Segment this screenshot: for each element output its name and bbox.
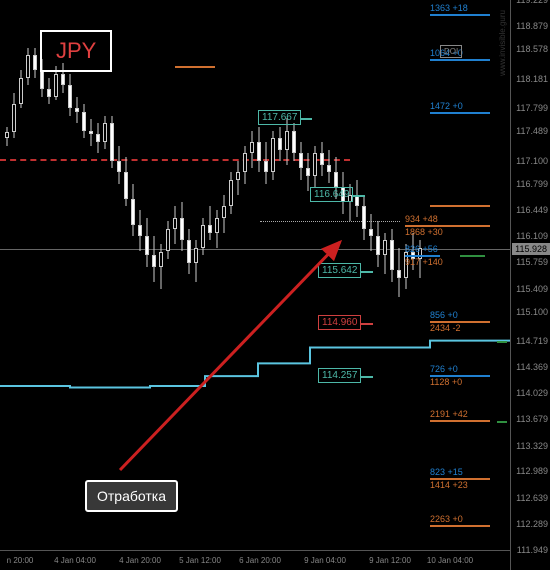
y-tick: 116.109 — [516, 231, 548, 241]
x-tick: 5 Jan 12:00 — [179, 556, 221, 565]
level-line — [430, 14, 490, 16]
level-line — [430, 205, 490, 207]
y-tick: 119.229 — [516, 0, 548, 5]
level-line — [430, 525, 490, 527]
annotation: Отработка — [85, 480, 178, 512]
level-label: 2434 -2 — [430, 323, 461, 333]
level-label: 1472 +0 — [430, 101, 463, 111]
y-tick: 116.799 — [516, 179, 548, 189]
level-label: 826 +56 — [405, 244, 438, 254]
y-tick: 114.029 — [516, 388, 548, 398]
level-label: 726 +0 — [430, 364, 458, 374]
level-line — [430, 420, 490, 422]
marker-line — [353, 195, 365, 197]
x-tick: 4 Jan 20:00 — [119, 556, 161, 565]
plot-area[interactable]: 117.667 116.649 115.642 114.960 114.257 1363 … — [0, 0, 510, 550]
y-tick: 115.409 — [516, 284, 548, 294]
level-line — [430, 112, 490, 114]
current-price: 115.928 — [512, 243, 550, 255]
price-label: 115.642 — [318, 263, 361, 278]
y-tick: 112.989 — [516, 466, 548, 476]
level-label: 1363 +18 — [430, 3, 468, 13]
x-tick: 9 Jan 12:00 — [369, 556, 411, 565]
price-label: 114.960 — [318, 315, 361, 330]
y-tick: 118.578 — [516, 44, 548, 54]
level-label: 1414 +23 — [430, 480, 468, 490]
level-label: 917 +140 — [405, 257, 443, 267]
y-tick: 118.879 — [516, 21, 548, 31]
level-label: 1868 +30 — [405, 227, 443, 237]
price-label: 114.257 — [318, 368, 361, 383]
level-line — [430, 59, 490, 61]
y-tick: 116.449 — [516, 205, 548, 215]
level-label: 2191 +42 — [430, 409, 468, 419]
level-label: 934 +48 — [405, 214, 438, 224]
marker-line — [460, 255, 485, 257]
y-tick: 118.181 — [516, 74, 548, 84]
y-axis: 119.229 118.879 118.578 118.181 117.799 117.4… — [510, 0, 550, 570]
x-tick: 9 Jan 04:00 — [304, 556, 346, 565]
doi-label: DOI — [440, 45, 462, 58]
y-tick: 113.679 — [516, 414, 548, 424]
level-label: 856 +0 — [430, 310, 458, 320]
chart-container: www.invisible.guru 117.667116.649115.642… — [0, 0, 550, 570]
marker-line — [361, 271, 373, 273]
x-axis: n 20:00 4 Jan 04:00 4 Jan 20:00 5 Jan 12:00… — [0, 550, 510, 570]
marker-line — [497, 341, 507, 343]
x-tick: 10 Jan 04:00 — [427, 556, 473, 565]
y-tick: 117.799 — [516, 103, 548, 113]
level-label: 2263 +0 — [430, 514, 463, 524]
y-tick: 113.329 — [516, 441, 548, 451]
y-tick: 112.639 — [516, 493, 548, 503]
marker-line — [175, 66, 215, 68]
marker-line — [361, 376, 373, 378]
y-tick: 115.100 — [516, 307, 548, 317]
marker-line — [300, 118, 312, 120]
y-tick: 115.759 — [516, 257, 548, 267]
y-tick: 114.719 — [516, 336, 548, 346]
x-tick: 4 Jan 04:00 — [54, 556, 96, 565]
y-tick: 117.100 — [516, 156, 548, 166]
y-tick: 112.289 — [516, 519, 548, 529]
level-label: 1128 +0 — [430, 377, 462, 387]
chart-title: JPY — [40, 30, 112, 72]
price-label: 117.667 — [258, 110, 301, 125]
y-tick: 117.489 — [516, 126, 548, 136]
x-tick: 6 Jan 20:00 — [239, 556, 281, 565]
marker-line — [361, 323, 373, 325]
y-tick: 114.369 — [516, 362, 548, 372]
y-tick: 111.949 — [517, 545, 548, 555]
price-label: 116.649 — [310, 187, 353, 202]
x-tick: n 20:00 — [7, 556, 34, 565]
level-label: 823 +15 — [430, 467, 463, 477]
marker-line — [497, 421, 507, 423]
